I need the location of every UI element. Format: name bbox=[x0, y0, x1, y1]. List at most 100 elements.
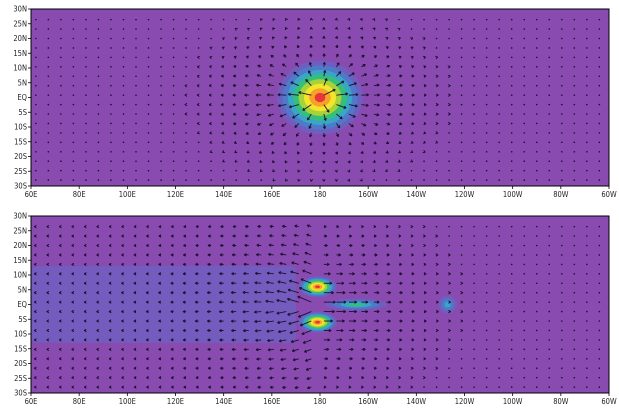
vector-dot bbox=[461, 254, 463, 256]
x-tick-label: 120W bbox=[455, 190, 475, 199]
vector-dot bbox=[498, 28, 500, 30]
vector-dot bbox=[85, 104, 87, 106]
vector-dot bbox=[85, 142, 87, 144]
vector-dot bbox=[73, 104, 75, 106]
y-tick-label: 15S bbox=[14, 344, 27, 353]
vector-dot bbox=[561, 123, 563, 125]
vector-dot bbox=[586, 160, 588, 162]
vector-dot bbox=[48, 94, 50, 96]
vector-dot bbox=[536, 226, 538, 228]
vector-dot bbox=[523, 377, 525, 379]
vector-dot bbox=[536, 28, 538, 30]
vector-dot bbox=[511, 320, 513, 322]
vector-dot bbox=[586, 123, 588, 125]
vector-dot bbox=[85, 66, 87, 68]
vector-dot bbox=[73, 75, 75, 77]
vector-dot bbox=[486, 113, 488, 115]
vector-dot bbox=[473, 170, 475, 172]
vector-dot bbox=[498, 160, 500, 162]
vector-dot bbox=[461, 123, 463, 125]
vector-dot bbox=[523, 160, 525, 162]
vector-dot bbox=[85, 19, 87, 21]
y-tick-label: 20N bbox=[13, 34, 27, 43]
vector-dot bbox=[561, 66, 563, 68]
vector-dot bbox=[536, 358, 538, 360]
x-tick-label: 80E bbox=[73, 190, 86, 199]
y-tick-label: 20N bbox=[13, 241, 27, 250]
y-tick-label: 10S bbox=[14, 330, 27, 339]
vector-dot bbox=[473, 320, 475, 322]
vector-dot bbox=[473, 104, 475, 106]
vector-dot bbox=[574, 282, 576, 284]
vector-dot bbox=[85, 113, 87, 115]
y-tick-label: 25N bbox=[13, 19, 27, 28]
vector-dot bbox=[586, 132, 588, 134]
vector-dot bbox=[135, 66, 137, 68]
vector-dot bbox=[586, 235, 588, 237]
vector-dot bbox=[574, 273, 576, 275]
y-tick-label: EQ bbox=[17, 93, 27, 102]
vector-dot bbox=[60, 85, 62, 87]
y-tick-label: 5N bbox=[18, 78, 27, 87]
vector-dot bbox=[599, 132, 601, 134]
vector-dot bbox=[60, 123, 62, 125]
vector-dot bbox=[98, 123, 100, 125]
vector-dot bbox=[511, 151, 513, 153]
vector-dot bbox=[98, 38, 100, 40]
vector-dot bbox=[523, 28, 525, 30]
vector-dot bbox=[511, 292, 513, 294]
vector-dot bbox=[523, 170, 525, 172]
vector-dot bbox=[461, 170, 463, 172]
vector-dot bbox=[511, 57, 513, 59]
contour-level-4 bbox=[348, 303, 363, 306]
vector-dot bbox=[35, 38, 37, 40]
vector-dot bbox=[110, 66, 112, 68]
y-tick-label: EQ bbox=[17, 300, 27, 309]
vector-dot bbox=[548, 254, 550, 256]
vector-dot bbox=[536, 170, 538, 172]
vector-dot bbox=[586, 386, 588, 388]
vector-dot bbox=[448, 38, 450, 40]
vector-dot bbox=[586, 245, 588, 247]
x-tick-label: 80W bbox=[553, 397, 569, 406]
vector-dot bbox=[35, 85, 37, 87]
vector-dot bbox=[574, 386, 576, 388]
vector-dot bbox=[110, 113, 112, 115]
vector-dot bbox=[148, 104, 150, 106]
vector-dot bbox=[85, 160, 87, 162]
vector-dot bbox=[185, 28, 187, 30]
vector-dot bbox=[523, 104, 525, 106]
vector-dot bbox=[48, 75, 50, 77]
vector-dot bbox=[561, 339, 563, 341]
vector-dot bbox=[498, 349, 500, 351]
vector-dot bbox=[160, 19, 162, 21]
vector-dot bbox=[523, 179, 525, 181]
vector-dot bbox=[548, 320, 550, 322]
vector-dot bbox=[198, 28, 200, 30]
vector-dot bbox=[548, 358, 550, 360]
vector-dot bbox=[574, 358, 576, 360]
vector-dot bbox=[85, 47, 87, 49]
vector-dot bbox=[523, 254, 525, 256]
vector-dot bbox=[461, 94, 463, 96]
vector-dot bbox=[561, 104, 563, 106]
vector-dot bbox=[486, 349, 488, 351]
vector-dot bbox=[448, 57, 450, 59]
vector-dot bbox=[523, 320, 525, 322]
vector-dot bbox=[486, 358, 488, 360]
vector-dot bbox=[461, 349, 463, 351]
vector-dot bbox=[73, 19, 75, 21]
vector-dot bbox=[486, 377, 488, 379]
vector-dot bbox=[498, 75, 500, 77]
vector-dot bbox=[160, 57, 162, 59]
vector-dot bbox=[473, 28, 475, 30]
vector-dot bbox=[486, 38, 488, 40]
vector-dot bbox=[498, 179, 500, 181]
vector-dot bbox=[548, 28, 550, 30]
vector-dot bbox=[60, 104, 62, 106]
vector-dot bbox=[511, 330, 513, 332]
vector-dot bbox=[548, 330, 550, 332]
vector-dot bbox=[561, 85, 563, 87]
vector-dot bbox=[135, 179, 137, 181]
vector-dot bbox=[548, 170, 550, 172]
